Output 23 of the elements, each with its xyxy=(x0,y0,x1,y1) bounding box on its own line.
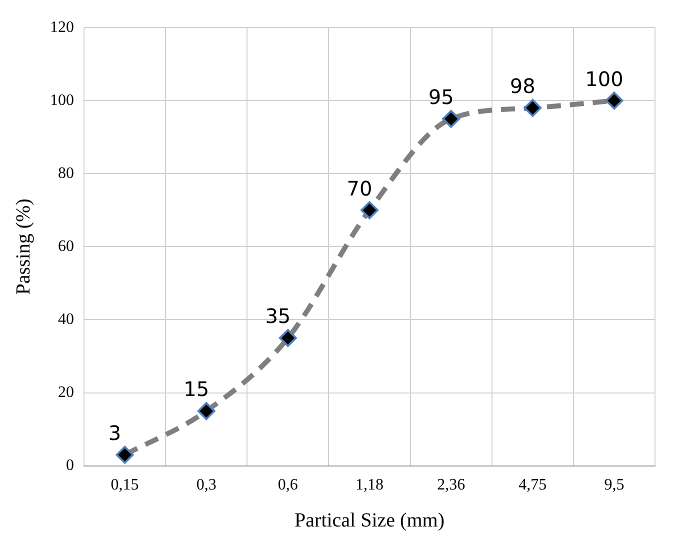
data-label: 3 xyxy=(108,421,122,446)
x-axis-title: Partical Size (mm) xyxy=(294,509,444,532)
data-label: 100 xyxy=(585,66,624,91)
x-tick-label: 2,36 xyxy=(437,476,466,494)
y-tick-label: 80 xyxy=(58,164,74,182)
x-tick-label: 0,3 xyxy=(196,476,216,494)
y-tick-label: 40 xyxy=(58,310,74,328)
x-tick-label: 4,75 xyxy=(518,476,547,494)
x-tick-label: 9,5 xyxy=(604,476,624,494)
data-label: 35 xyxy=(265,304,291,328)
y-tick-label: 60 xyxy=(58,238,74,255)
data-label: 15 xyxy=(184,377,210,402)
y-tick-label: 100 xyxy=(50,92,74,109)
data-label: 70 xyxy=(346,176,372,200)
y-tick-label: 20 xyxy=(58,384,74,401)
y-tick-label: 120 xyxy=(50,18,74,36)
x-tick-label: 1,18 xyxy=(356,476,384,494)
data-label: 95 xyxy=(428,85,454,110)
x-tick-label: 0,6 xyxy=(278,476,298,494)
y-axis-title: Passing (%) xyxy=(12,198,34,295)
data-label: 98 xyxy=(510,74,536,98)
x-tick-label: 0,15 xyxy=(110,476,139,494)
y-tick-label: 0 xyxy=(66,457,74,474)
